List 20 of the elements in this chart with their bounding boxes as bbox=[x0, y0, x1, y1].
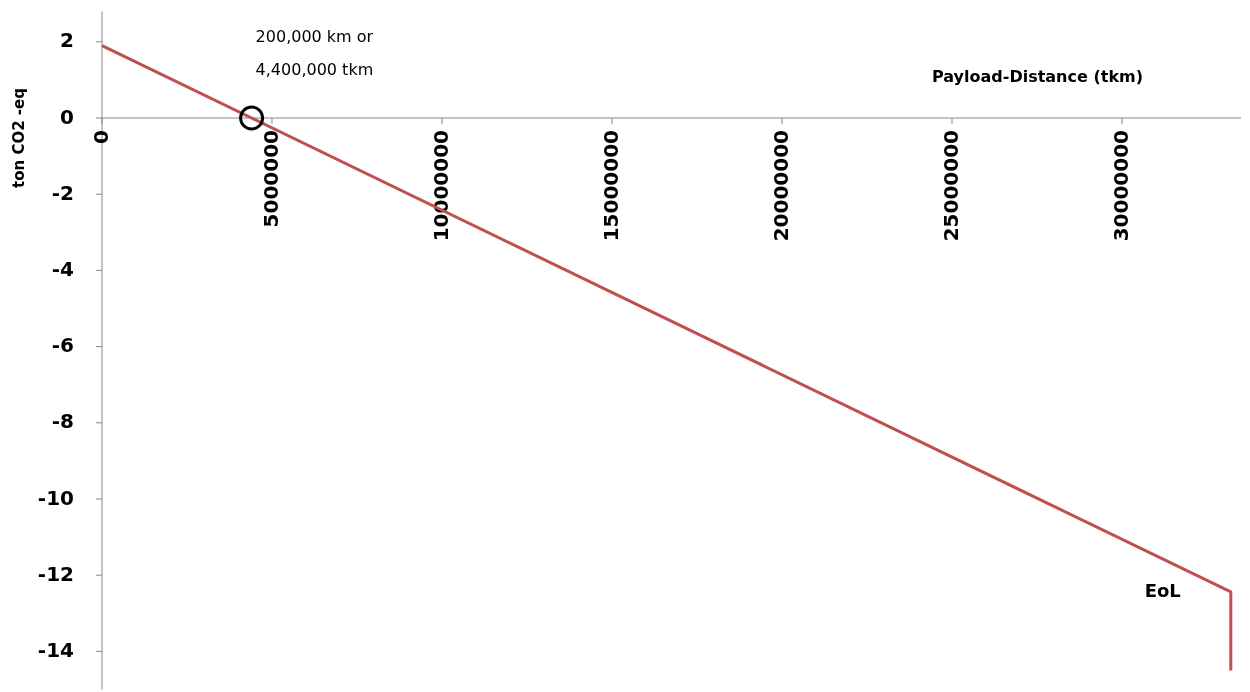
y-tick-label: -8 bbox=[51, 409, 74, 434]
x-tick-label: 10000000 bbox=[428, 130, 453, 242]
y-tick-label: -4 bbox=[51, 256, 74, 281]
x-tick-label: 25000000 bbox=[938, 130, 963, 242]
y-tick-label: -14 bbox=[37, 637, 74, 662]
x-tick-label: 30000000 bbox=[1108, 130, 1133, 242]
y-axis-title: ton CO2 -eq bbox=[10, 88, 28, 188]
y-tick-label: -12 bbox=[37, 561, 74, 586]
x-tick-label: 20000000 bbox=[768, 130, 793, 242]
y-tick-label: 0 bbox=[60, 104, 74, 129]
y-tick-label: -10 bbox=[37, 485, 74, 510]
annotation: 200,000 km or 4,400,000 tkm bbox=[255, 27, 374, 79]
x-axis-title: Payload-Distance (tkm) bbox=[931, 67, 1143, 87]
x-tick-label: 0 bbox=[88, 130, 113, 144]
x-tick-label: 5000000 bbox=[258, 130, 283, 228]
y-tick-label: -2 bbox=[51, 180, 74, 205]
x-tick-label: 15000000 bbox=[598, 130, 623, 242]
y-tick-label: 2 bbox=[60, 28, 74, 53]
annotation: EoL bbox=[1144, 579, 1181, 601]
y-tick-label: -6 bbox=[51, 333, 74, 358]
